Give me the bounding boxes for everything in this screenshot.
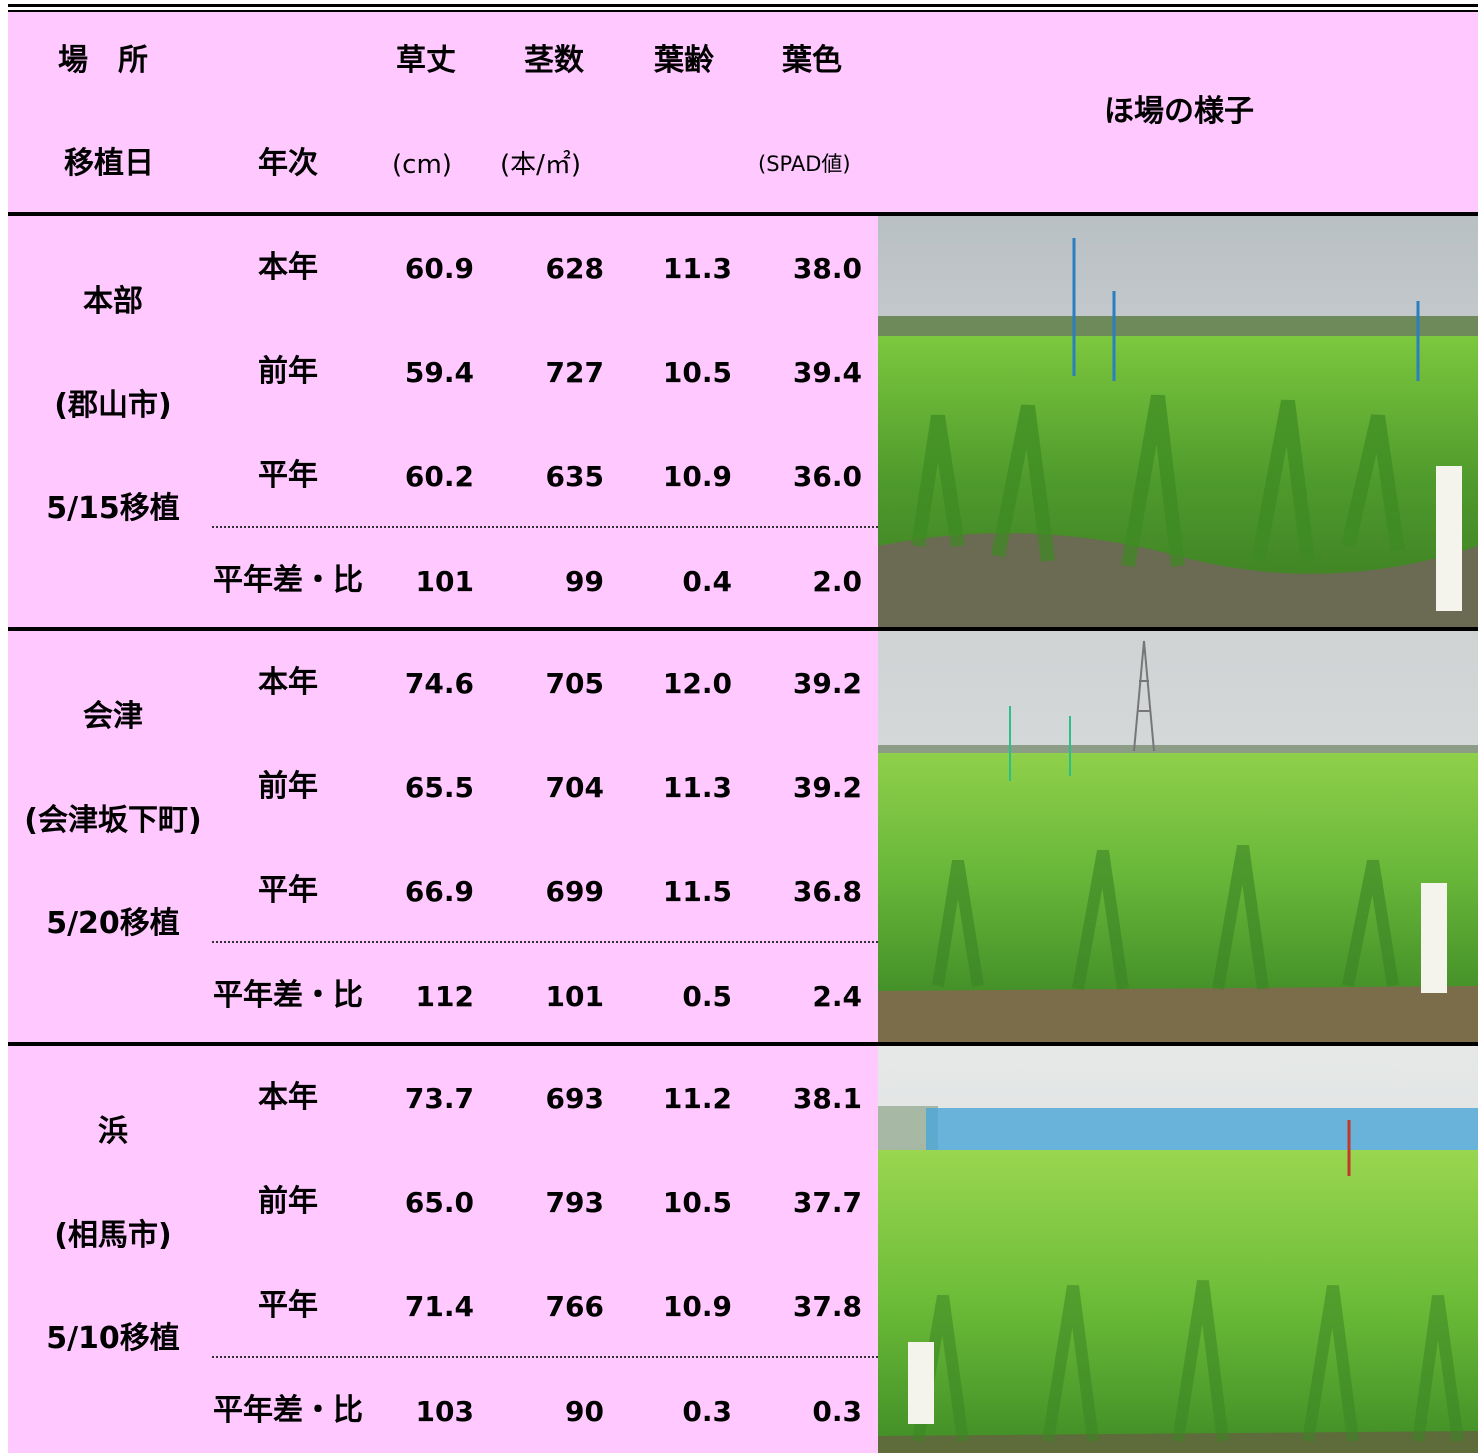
stem-count-value: 766 <box>545 1290 604 1323</box>
row-label: 平年 <box>258 458 318 493</box>
header-leaf-color: 葉色 <box>782 43 842 78</box>
leaf-age-value: 0.4 <box>682 565 732 598</box>
header-plant-height-unit: (cm) <box>392 150 452 180</box>
stem-count-value: 628 <box>545 252 604 285</box>
site-separator-2 <box>8 1042 1478 1046</box>
top-rule-thick <box>8 4 1478 7</box>
title-strip <box>0 0 1478 6</box>
stem-count-value: 90 <box>565 1395 604 1428</box>
spad-value: 39.4 <box>792 356 862 389</box>
row-label: 前年 <box>258 769 318 804</box>
site-transplant-date: 5/15移植 <box>46 491 180 526</box>
leaf-age-value: 11.5 <box>662 875 732 908</box>
site-block <box>8 216 878 627</box>
spad-value: 39.2 <box>792 771 862 804</box>
stem-count-value: 793 <box>545 1186 604 1219</box>
field-photo <box>878 631 1478 1042</box>
spad-value: 39.2 <box>792 667 862 700</box>
leaf-age-value: 10.5 <box>662 356 732 389</box>
plant-height-value: 65.5 <box>404 771 474 804</box>
spad-value: 38.0 <box>792 252 862 285</box>
spad-value: 37.7 <box>792 1186 862 1219</box>
row-label: 前年 <box>258 354 318 389</box>
field-photo <box>878 1046 1478 1453</box>
stem-count-value: 635 <box>545 460 604 493</box>
leaf-age-value: 0.3 <box>682 1395 732 1428</box>
site-city: (郡山市) <box>54 388 172 423</box>
spad-value: 2.0 <box>812 565 862 598</box>
header-stem-count: 茎数 <box>524 43 584 78</box>
stem-count-value: 99 <box>565 565 604 598</box>
plant-height-value: 65.0 <box>404 1186 474 1219</box>
site-separator-1 <box>8 627 1478 631</box>
site-name: 浜 <box>98 1114 128 1149</box>
site-transplant-date: 5/20移植 <box>46 906 180 941</box>
row-divider <box>212 526 878 528</box>
leaf-age-value: 10.9 <box>662 460 732 493</box>
row-label: 本年 <box>258 1080 318 1115</box>
spad-value: 37.8 <box>792 1290 862 1323</box>
header-location: 場 所 <box>58 43 148 78</box>
spad-value: 36.8 <box>792 875 862 908</box>
spad-value: 0.3 <box>812 1395 862 1428</box>
leaf-age-value: 11.2 <box>662 1082 732 1115</box>
plant-height-value: 101 <box>415 565 474 598</box>
plant-height-value: 60.9 <box>404 252 474 285</box>
field-photo <box>878 216 1478 627</box>
row-divider <box>212 1356 878 1358</box>
row-label: 平年 <box>258 873 318 908</box>
site-name: 本部 <box>83 284 143 319</box>
site-city: (会津坂下町) <box>24 803 202 838</box>
stem-count-value: 705 <box>545 667 604 700</box>
plant-height-value: 59.4 <box>404 356 474 389</box>
row-label: 平年差・比 <box>213 563 363 598</box>
leaf-age-value: 11.3 <box>662 252 732 285</box>
spad-value: 2.4 <box>812 980 862 1013</box>
header-separator <box>8 212 1478 216</box>
header-field-view: ほ場の様子 <box>1104 94 1254 129</box>
site-block <box>8 631 878 1042</box>
site-city: (相馬市) <box>54 1218 172 1253</box>
leaf-age-value: 10.9 <box>662 1290 732 1323</box>
plant-height-value: 112 <box>415 980 474 1013</box>
header-leaf-age: 葉齢 <box>654 43 714 78</box>
top-rule-thin <box>8 10 1478 12</box>
plant-height-value: 103 <box>415 1395 474 1428</box>
row-label: 本年 <box>258 250 318 285</box>
site-transplant-date: 5/10移植 <box>46 1321 180 1356</box>
row-divider <box>212 941 878 943</box>
leaf-age-value: 0.5 <box>682 980 732 1013</box>
plant-height-value: 60.2 <box>404 460 474 493</box>
spad-value: 38.1 <box>792 1082 862 1115</box>
row-label: 本年 <box>258 665 318 700</box>
plant-height-value: 73.7 <box>404 1082 474 1115</box>
site-block <box>8 1046 878 1453</box>
spad-value: 36.0 <box>792 460 862 493</box>
header-transplant-date: 移植日 <box>64 146 154 181</box>
plant-height-value: 71.4 <box>404 1290 474 1323</box>
stem-count-value: 693 <box>545 1082 604 1115</box>
plant-height-value: 74.6 <box>404 667 474 700</box>
header-plant-height: 草丈 <box>396 43 456 78</box>
row-label: 平年 <box>258 1288 318 1323</box>
stem-count-value: 704 <box>545 771 604 804</box>
table-header <box>8 12 1478 213</box>
stem-count-value: 727 <box>545 356 604 389</box>
header-leaf-color-unit: (SPAD値) <box>758 152 851 176</box>
leaf-age-value: 11.3 <box>662 771 732 804</box>
stem-count-value: 101 <box>545 980 604 1013</box>
leaf-age-value: 12.0 <box>662 667 732 700</box>
row-label: 平年差・比 <box>213 978 363 1013</box>
stem-count-value: 699 <box>545 875 604 908</box>
plant-height-value: 66.9 <box>404 875 474 908</box>
row-label: 前年 <box>258 1184 318 1219</box>
site-name: 会津 <box>83 699 143 734</box>
header-year: 年次 <box>258 146 318 181</box>
header-stem-count-unit: (本/㎡) <box>500 150 582 180</box>
leaf-age-value: 10.5 <box>662 1186 732 1219</box>
row-label: 平年差・比 <box>213 1393 363 1428</box>
